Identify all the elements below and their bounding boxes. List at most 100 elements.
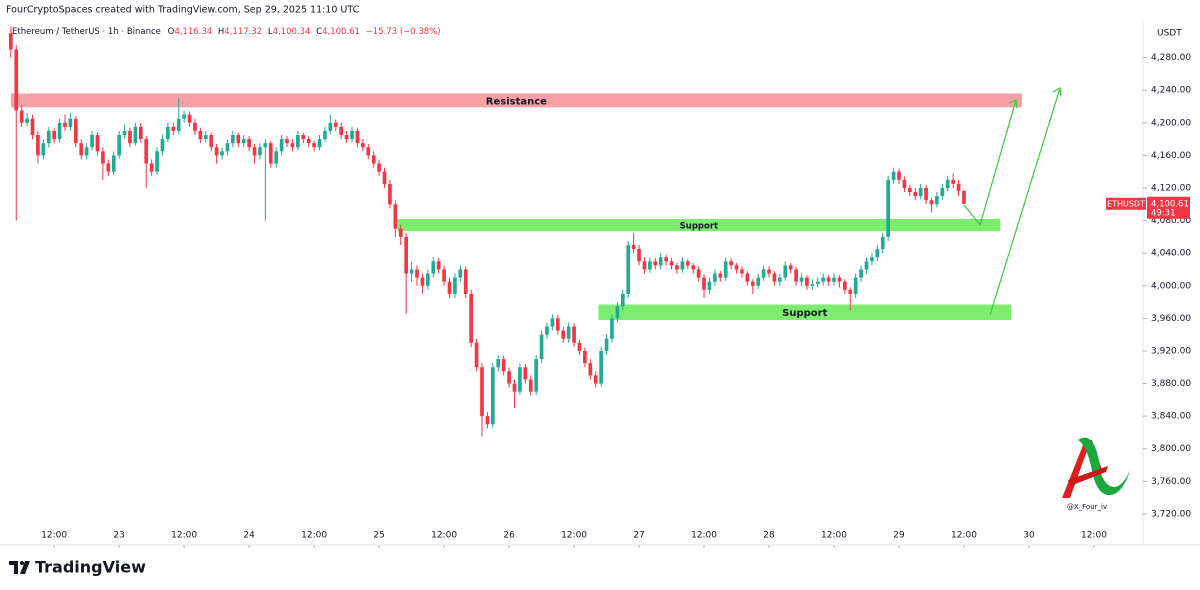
candle-body [46, 130, 51, 144]
candle-body [52, 130, 56, 140]
candle-body [84, 147, 89, 156]
candle-body [512, 383, 517, 392]
candle-body [458, 269, 463, 278]
legend-open-label: O [168, 27, 175, 37]
zone [10, 93, 1022, 108]
candle-body [496, 359, 501, 368]
candle-body [371, 155, 376, 164]
candle-body [203, 135, 208, 140]
candle-body [805, 277, 809, 286]
candle-body [734, 265, 739, 270]
candle-body [740, 269, 744, 274]
candle-body [610, 318, 614, 339]
x-tick-label: 30 [1023, 531, 1035, 541]
candle-body [425, 273, 430, 286]
candle-body [63, 122, 67, 127]
candle-body [604, 338, 609, 351]
candle-body [436, 261, 441, 270]
candle-body [144, 139, 149, 164]
candle-body [8, 33, 13, 50]
candle-body [317, 139, 322, 148]
candle-body [501, 359, 506, 372]
attribution: FourCryptoSpaces created with TradingVie… [6, 5, 360, 16]
candle-body [599, 350, 603, 384]
candle-body [166, 126, 170, 140]
candle-body [577, 342, 582, 351]
candle-body [296, 135, 300, 148]
candle-body [815, 281, 820, 285]
candle-body [962, 190, 966, 204]
candle-body [550, 318, 555, 327]
candle-body [415, 269, 419, 278]
candle-body [236, 135, 241, 144]
watermark-text: @X_Four_iv [1067, 503, 1107, 511]
x-tick-label: 12:00 [821, 531, 847, 541]
candle-body [247, 139, 251, 148]
y-tick-label: 4,080.00 [1151, 216, 1191, 226]
candle-body [924, 187, 928, 201]
y-tick-label: 4,280.00 [1151, 53, 1191, 63]
brand-icon [9, 561, 30, 574]
plot-area: 3,720.00 3,760.00 3,800.00 3,840.00 3,880.00… [8, 26, 1191, 548]
candle-body [750, 281, 755, 286]
candle-body [669, 261, 674, 266]
x-tick-label: 26 [503, 531, 515, 541]
candle-body [57, 122, 62, 140]
candle-body [956, 183, 961, 191]
candle-body [377, 163, 381, 172]
candle-body [328, 122, 333, 131]
x-tick-label: 12:00 [691, 531, 717, 541]
candle-body [19, 110, 24, 123]
candle-body [723, 261, 728, 278]
logo-shape [1078, 437, 1130, 496]
candle-body [907, 187, 912, 193]
candle-body [583, 350, 587, 364]
candle-body [880, 236, 885, 250]
brand-logo: TradingView [9, 558, 146, 577]
candle-body [545, 326, 549, 335]
candle-body [685, 261, 690, 266]
candle-body [788, 265, 793, 270]
candle-body [68, 118, 73, 127]
candle-body [642, 261, 647, 270]
candle-body [128, 130, 132, 144]
candle-body [171, 126, 176, 131]
candle-body [507, 371, 511, 384]
candle-body [73, 118, 78, 144]
candle-body [729, 261, 733, 266]
candle-body [79, 143, 84, 156]
candle-body [469, 293, 474, 343]
zone-label: Resistance [486, 96, 547, 107]
brand-name: TradingView [35, 558, 146, 577]
candle-body [25, 118, 29, 123]
candle-body [198, 130, 203, 140]
candle-body [36, 135, 40, 156]
x-tick-label: 12:00 [951, 531, 977, 541]
x-tick-label: 12:00 [561, 531, 587, 541]
candle-body [566, 326, 571, 339]
arrow-head [1052, 87, 1062, 97]
candle-body [929, 200, 934, 205]
candle-body [149, 163, 154, 172]
y-tick-label: 3,920.00 [1151, 346, 1191, 356]
candle-body [285, 139, 289, 144]
x-tick-label: 27 [633, 531, 644, 541]
price-tag-value: 4,100.61 [1151, 199, 1189, 209]
currency-label: USDT [1157, 29, 1182, 39]
candle-body [637, 249, 641, 262]
candle-body [301, 135, 306, 140]
x-tick-label: 12:00 [1081, 531, 1107, 541]
candle-body [220, 151, 224, 156]
candle-body [680, 261, 685, 270]
candle-body [534, 359, 538, 392]
candle-body [176, 118, 181, 131]
candle-body [290, 143, 295, 148]
y-tick-label: 3,800.00 [1151, 444, 1191, 454]
candle-body [631, 245, 636, 250]
x-tick-label: 12:00 [41, 531, 67, 541]
candle-body [794, 269, 798, 282]
candle-body [101, 151, 105, 164]
candle-body [442, 269, 446, 282]
x-tick-label: 23 [113, 531, 124, 541]
candle-body [393, 204, 398, 229]
